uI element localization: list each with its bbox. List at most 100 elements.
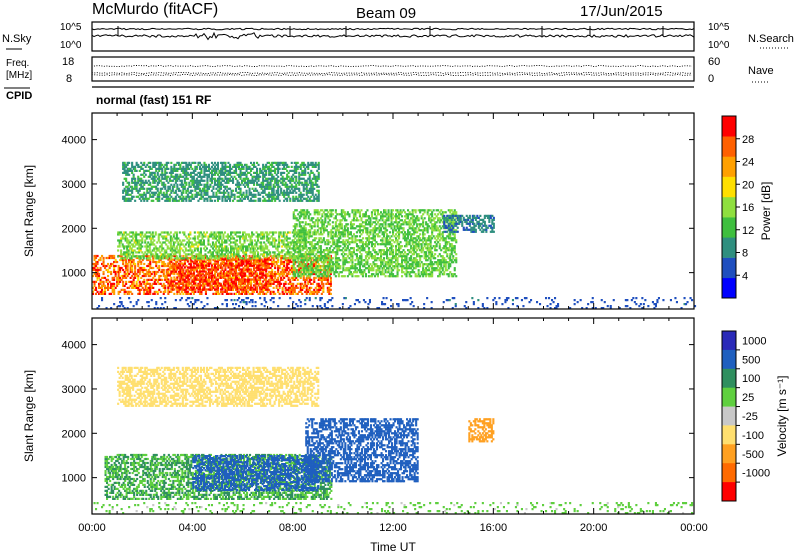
heatmap-cell bbox=[253, 266, 256, 269]
heatmap-cell bbox=[255, 243, 258, 246]
heatmap-cell bbox=[183, 280, 186, 283]
heatmap-cell bbox=[250, 274, 253, 278]
heatmap-cell bbox=[296, 167, 299, 170]
heatmap-cell bbox=[300, 241, 303, 244]
heatmap-cell bbox=[153, 272, 156, 276]
heatmap-cell bbox=[229, 292, 232, 295]
heatmap-cell bbox=[162, 290, 165, 293]
heatmap-cell bbox=[319, 266, 322, 270]
heatmap-cell bbox=[235, 270, 238, 273]
heatmap-cell bbox=[242, 282, 245, 285]
heatmap-cell bbox=[239, 264, 242, 267]
heatmap-cell bbox=[186, 280, 189, 283]
heatmap-cell bbox=[168, 199, 171, 202]
heatmap-cell bbox=[266, 239, 269, 242]
heatmap-cell bbox=[230, 175, 233, 178]
heatmap-cell bbox=[129, 268, 132, 272]
heatmap-cell bbox=[232, 262, 235, 266]
heatmap-cell bbox=[177, 274, 180, 277]
heatmap-cell bbox=[253, 288, 256, 291]
heatmap-cell bbox=[158, 175, 161, 178]
heatmap-cell bbox=[263, 199, 266, 202]
heatmap-cell bbox=[254, 175, 257, 178]
heatmap-cell bbox=[275, 181, 278, 184]
heatmap-cell bbox=[290, 183, 293, 186]
heatmap-cell bbox=[168, 241, 171, 244]
heatmap-cell bbox=[152, 258, 155, 262]
heatmap-cell bbox=[284, 268, 287, 272]
heatmap-cell bbox=[164, 163, 167, 166]
heatmap-cell bbox=[174, 284, 177, 287]
heatmap-cell bbox=[197, 284, 200, 287]
heatmap-cell bbox=[182, 165, 185, 168]
heatmap-cell bbox=[297, 229, 300, 232]
heatmap-cell bbox=[274, 197, 277, 200]
heatmap-cell bbox=[198, 255, 201, 258]
heatmap-cell bbox=[132, 175, 135, 178]
heatmap-cell bbox=[185, 169, 188, 172]
heatmap-cell bbox=[209, 195, 212, 198]
heatmap-cell bbox=[216, 181, 219, 184]
heatmap-cell bbox=[268, 280, 271, 283]
date-title: 17/Jun/2015 bbox=[580, 3, 663, 20]
heatmap-cell bbox=[245, 292, 248, 295]
heatmap-cell bbox=[237, 249, 240, 252]
heatmap-cell bbox=[233, 249, 236, 252]
heatmap-cell bbox=[177, 199, 180, 202]
heatmap-cell bbox=[287, 272, 290, 276]
heatmap-cell bbox=[167, 185, 170, 188]
heatmap-cell bbox=[301, 211, 304, 214]
heatmap-cell bbox=[179, 163, 182, 166]
heatmap-cell bbox=[273, 237, 276, 240]
heatmap-cell bbox=[157, 247, 160, 250]
heatmap-cell bbox=[294, 223, 297, 226]
heatmap-cell bbox=[200, 167, 203, 170]
heatmap-cell bbox=[310, 171, 313, 174]
heatmap-cell bbox=[126, 187, 129, 190]
heatmap-cell bbox=[175, 235, 178, 238]
heatmap-cell bbox=[281, 181, 284, 184]
heatmap-cell bbox=[185, 181, 188, 184]
heatmap-cell bbox=[300, 221, 303, 224]
heatmap-cell bbox=[254, 257, 257, 260]
heatmap-cell bbox=[171, 189, 174, 192]
heatmap-cell bbox=[127, 251, 130, 254]
heatmap-cell bbox=[296, 286, 299, 289]
heatmap-cell bbox=[217, 255, 220, 258]
heatmap-cell bbox=[244, 171, 247, 174]
heatmap-cell bbox=[217, 245, 220, 248]
heatmap-cell bbox=[183, 177, 186, 180]
heatmap-cell bbox=[122, 282, 125, 285]
heatmap-cell bbox=[250, 270, 253, 274]
heatmap-cell bbox=[147, 231, 150, 234]
heatmap-cell bbox=[241, 179, 244, 182]
heatmap-cell bbox=[286, 292, 289, 295]
heatmap-cell bbox=[122, 260, 125, 264]
heatmap-cell bbox=[296, 165, 299, 168]
heatmap-cell bbox=[99, 286, 102, 289]
heatmap-cell bbox=[278, 243, 281, 246]
heatmap-cell bbox=[125, 163, 128, 166]
heatmap-cell bbox=[227, 272, 230, 275]
heatmap-cell bbox=[213, 179, 216, 182]
heatmap-cell bbox=[140, 282, 143, 285]
heatmap-cell bbox=[198, 257, 201, 260]
heatmap-cell bbox=[262, 163, 265, 166]
heatmap-cell bbox=[209, 260, 212, 263]
heatmap-cell bbox=[161, 183, 164, 186]
heatmap-cell bbox=[300, 225, 303, 228]
heatmap-cell bbox=[278, 253, 281, 256]
heatmap-cell bbox=[138, 282, 141, 285]
heatmap-cell bbox=[110, 284, 113, 287]
heatmap-cell bbox=[271, 256, 274, 260]
heatmap-cell bbox=[260, 270, 263, 274]
heatmap-cell bbox=[235, 268, 238, 271]
heatmap-cell bbox=[250, 282, 253, 285]
heatmap-cell bbox=[198, 243, 201, 246]
heatmap-cell bbox=[225, 286, 228, 289]
heatmap-cell bbox=[251, 167, 254, 170]
heatmap-cell bbox=[162, 237, 165, 240]
heatmap-cell bbox=[244, 268, 247, 271]
heatmap-cell bbox=[245, 245, 248, 248]
heatmap-cell bbox=[194, 284, 197, 287]
